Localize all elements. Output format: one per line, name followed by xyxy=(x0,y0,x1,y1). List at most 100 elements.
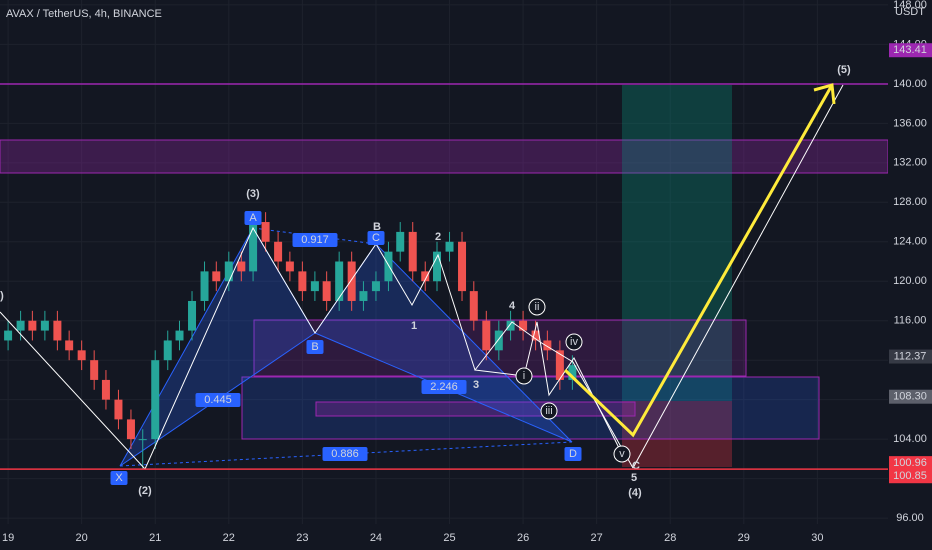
label-box xyxy=(306,340,324,354)
y-tick-label: 104.00 xyxy=(893,433,927,445)
annotation: (2) xyxy=(138,485,152,497)
annotation: D xyxy=(569,448,577,460)
x-tick-label: 27 xyxy=(591,532,603,544)
x-tick-label: 30 xyxy=(811,532,823,544)
label-box xyxy=(564,447,582,461)
supply-zone xyxy=(0,139,889,174)
x-tick-label: 29 xyxy=(738,532,750,544)
label-box xyxy=(322,447,368,461)
x-tick-label: 23 xyxy=(296,532,308,544)
candle-body xyxy=(531,330,540,341)
x-tick-label: 21 xyxy=(149,532,161,544)
candle-body xyxy=(347,261,356,301)
y-tick-label: 136.00 xyxy=(893,117,927,129)
candles xyxy=(4,212,577,469)
candle-body xyxy=(335,261,344,301)
candle-body xyxy=(310,281,319,292)
candle-body xyxy=(188,300,197,331)
annotation: iii xyxy=(545,405,552,417)
annotation: 0.917 xyxy=(301,234,329,246)
candle-body xyxy=(359,291,368,301)
candle-body xyxy=(16,320,25,331)
annotation: ) xyxy=(0,290,4,302)
label-circle xyxy=(565,333,583,351)
candle-body xyxy=(65,340,74,351)
candle-body xyxy=(237,261,246,272)
candle-body xyxy=(433,251,442,282)
annotation: (4) xyxy=(628,487,642,499)
label-box xyxy=(195,393,241,407)
candle-body xyxy=(151,360,160,440)
candle-body xyxy=(408,231,417,272)
candle-body xyxy=(90,360,99,380)
candle-body xyxy=(396,231,405,252)
candle-body xyxy=(274,241,283,262)
projection-arrow xyxy=(563,84,834,438)
candle-body xyxy=(212,271,221,282)
unit-label: USDT xyxy=(895,6,925,18)
zone xyxy=(315,401,636,417)
label-circle xyxy=(515,367,533,385)
annotation: (3) xyxy=(246,188,260,200)
price-tag-label: 100.85 xyxy=(893,470,927,482)
annotation: B xyxy=(373,221,381,233)
price-tag xyxy=(889,469,932,484)
candle-body xyxy=(200,271,209,301)
candle-body xyxy=(40,320,49,331)
candle-body xyxy=(482,320,491,351)
candle-body xyxy=(4,330,13,341)
y-tick-label: 132.00 xyxy=(893,157,927,169)
arrow-head xyxy=(813,83,836,105)
candle-body xyxy=(506,320,515,331)
label-box xyxy=(292,233,338,247)
candle-body xyxy=(458,241,467,292)
projection-line xyxy=(632,84,844,469)
candle-body xyxy=(421,271,430,282)
x-tick-label: 25 xyxy=(443,532,455,544)
price-tag xyxy=(889,43,932,58)
y-tick-label: 128.00 xyxy=(893,196,927,208)
y-tick-label: 116.00 xyxy=(894,315,927,327)
candle-body xyxy=(77,350,86,361)
label-box xyxy=(367,231,385,245)
zone xyxy=(241,376,820,440)
candle-body xyxy=(249,222,258,272)
candle-body xyxy=(384,251,393,282)
price-tag-label: 112.37 xyxy=(894,350,927,362)
profit-zone xyxy=(622,85,732,401)
price-tag-label: 100.96 xyxy=(893,457,927,469)
annotation: C xyxy=(632,460,640,472)
candle-body xyxy=(175,330,184,341)
time-axis xyxy=(0,524,888,550)
y-tick-label: 140.00 xyxy=(893,78,927,90)
candle-body xyxy=(494,330,503,351)
candle-body xyxy=(555,350,564,380)
annotation: C xyxy=(372,232,380,244)
annotation: 4 xyxy=(509,300,516,312)
annotation: 1 xyxy=(411,320,417,332)
x-tick-label: 24 xyxy=(370,532,382,544)
loss-zone xyxy=(622,401,732,467)
label-box xyxy=(244,211,262,225)
candle-body xyxy=(298,271,307,292)
label-circle xyxy=(613,445,631,463)
annotation: 5 xyxy=(631,472,637,484)
annotation: v xyxy=(619,448,625,460)
annotation: 0.886 xyxy=(331,448,359,460)
candle-body xyxy=(28,320,37,331)
candle-body xyxy=(163,340,172,361)
wave-line xyxy=(0,226,634,470)
price-tag xyxy=(889,389,932,404)
label-circle xyxy=(528,298,546,316)
candle-body xyxy=(138,439,147,441)
candle-body xyxy=(445,241,454,252)
candle-body xyxy=(322,281,331,301)
annotation: 0.445 xyxy=(204,394,232,406)
y-tick-label: 148.00 xyxy=(893,0,927,11)
candle-body xyxy=(101,379,110,400)
price-tag xyxy=(889,456,932,471)
annotation: i xyxy=(523,370,525,382)
candle-body xyxy=(126,419,135,440)
